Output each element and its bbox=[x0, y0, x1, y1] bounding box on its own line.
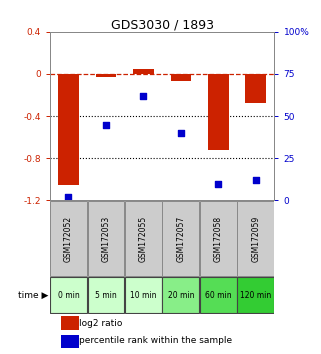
Text: GSM172052: GSM172052 bbox=[64, 216, 73, 262]
Point bbox=[141, 93, 146, 99]
Bar bbox=[162, 277, 199, 313]
Point bbox=[253, 177, 258, 183]
Bar bbox=[96, 74, 116, 77]
Bar bbox=[50, 277, 87, 313]
Bar bbox=[200, 277, 237, 313]
Text: percentile rank within the sample: percentile rank within the sample bbox=[79, 336, 232, 346]
Bar bbox=[200, 201, 237, 276]
Bar bbox=[237, 277, 274, 313]
Bar bbox=[88, 277, 124, 313]
Bar bbox=[50, 201, 87, 276]
Bar bbox=[237, 201, 274, 276]
Bar bbox=[88, 201, 124, 276]
Bar bbox=[133, 69, 154, 74]
Text: 120 min: 120 min bbox=[240, 291, 271, 300]
Text: 10 min: 10 min bbox=[130, 291, 157, 300]
Text: 5 min: 5 min bbox=[95, 291, 117, 300]
Bar bbox=[58, 74, 79, 184]
Point bbox=[66, 194, 71, 200]
Bar bbox=[61, 316, 79, 330]
Text: log2 ratio: log2 ratio bbox=[79, 319, 122, 328]
Text: GSM172057: GSM172057 bbox=[176, 216, 185, 262]
Bar bbox=[162, 201, 199, 276]
Bar bbox=[125, 201, 162, 276]
Point bbox=[178, 130, 183, 136]
Point bbox=[103, 122, 108, 127]
Bar bbox=[246, 74, 266, 103]
Bar bbox=[125, 277, 162, 313]
Text: 0 min: 0 min bbox=[57, 291, 79, 300]
Text: GSM172055: GSM172055 bbox=[139, 216, 148, 262]
Text: 20 min: 20 min bbox=[168, 291, 194, 300]
Bar bbox=[170, 74, 191, 81]
Point bbox=[216, 181, 221, 186]
Text: GSM172053: GSM172053 bbox=[101, 216, 110, 262]
Title: GDS3030 / 1893: GDS3030 / 1893 bbox=[111, 19, 213, 32]
Bar bbox=[208, 74, 229, 150]
Text: GSM172059: GSM172059 bbox=[251, 216, 260, 262]
Text: 60 min: 60 min bbox=[205, 291, 231, 300]
Text: time ▶: time ▶ bbox=[18, 291, 49, 300]
Text: GSM172058: GSM172058 bbox=[214, 216, 223, 262]
Bar bbox=[61, 335, 79, 348]
